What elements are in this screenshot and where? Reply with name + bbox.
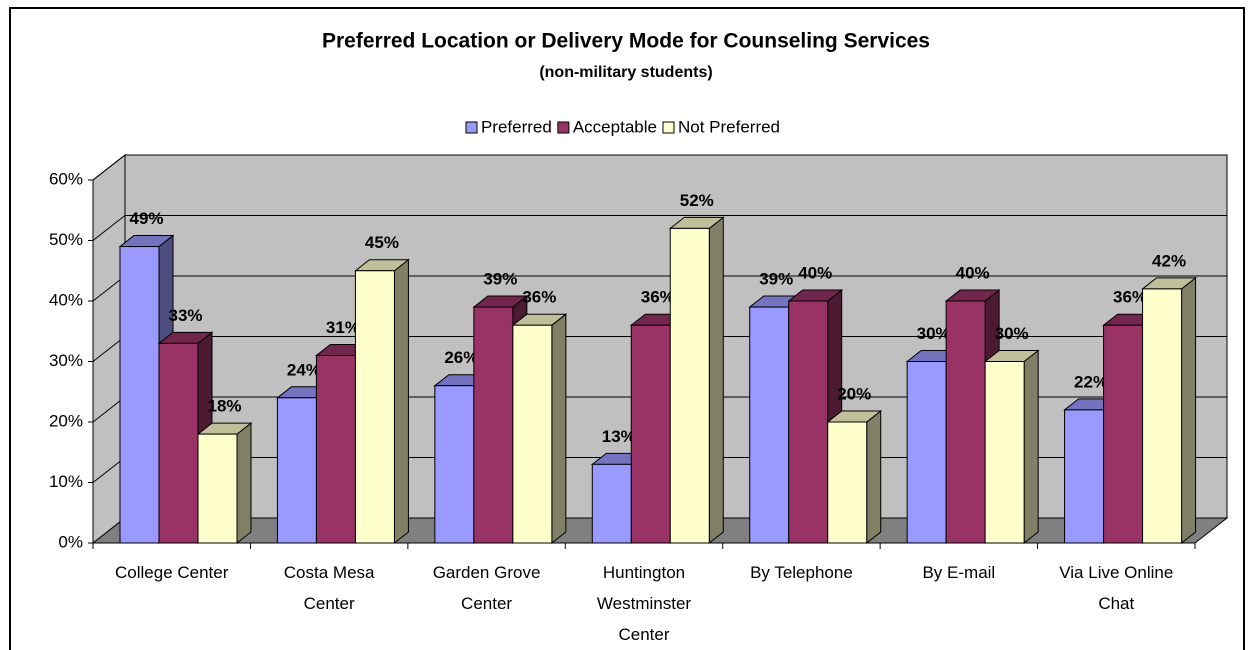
legend-label: Preferred <box>481 117 552 136</box>
bar <box>1103 324 1144 544</box>
bar-side <box>708 216 724 545</box>
bar <box>119 246 160 544</box>
x-tick-label: By E-mail <box>922 563 996 582</box>
bar <box>158 342 199 544</box>
y-tick-label: 30% <box>49 351 83 370</box>
bar <box>354 270 395 544</box>
data-label: 22% <box>1074 372 1108 391</box>
bar-side <box>236 422 252 545</box>
bar <box>276 397 317 544</box>
bar <box>827 421 868 544</box>
bar-side <box>1023 349 1039 545</box>
grid-line <box>92 215 1227 241</box>
bar <box>984 361 1025 544</box>
y-tick-label: 40% <box>49 290 83 309</box>
y-tick-label: 20% <box>49 411 83 430</box>
x-tick-label: Huntington Westminster Center <box>596 563 692 644</box>
data-label: 36% <box>1113 288 1147 307</box>
data-label: 45% <box>365 233 399 252</box>
bar <box>788 300 829 544</box>
bar <box>512 324 553 544</box>
legend-label: Acceptable <box>573 117 657 136</box>
x-tick-label: Garden Grove Center <box>432 563 541 613</box>
data-label: 42% <box>1152 251 1186 270</box>
bar <box>906 361 947 544</box>
legend-swatch <box>465 121 478 134</box>
bar <box>945 300 986 544</box>
bar <box>630 324 671 544</box>
legend-swatch <box>662 121 675 134</box>
data-label: 33% <box>168 306 202 325</box>
data-label: 52% <box>680 191 714 210</box>
y-tick-label: 60% <box>49 169 83 188</box>
legend-swatch <box>557 121 570 134</box>
bar <box>473 306 514 544</box>
data-label: 24% <box>287 360 321 379</box>
data-label: 31% <box>326 318 360 337</box>
bar <box>434 385 475 544</box>
x-tick-label: Via Live Online Chat <box>1059 563 1174 613</box>
bar <box>1064 409 1105 544</box>
y-tick-label: 10% <box>49 472 83 491</box>
legend-label: Not Preferred <box>678 117 780 136</box>
grid-line <box>92 154 1227 181</box>
data-label: 36% <box>522 288 556 307</box>
bar-side <box>551 313 567 545</box>
x-tick-label: By Telephone <box>750 563 853 582</box>
bar <box>591 463 632 544</box>
data-label: 39% <box>483 270 517 289</box>
data-label: 49% <box>129 209 163 228</box>
bar-side <box>393 258 409 545</box>
bar-side <box>866 409 882 545</box>
data-label: 30% <box>917 324 951 343</box>
bar <box>315 354 356 544</box>
bar-side <box>1181 276 1197 545</box>
bar <box>749 306 790 544</box>
chart-subtitle: (non-military students) <box>539 64 712 81</box>
data-label: 36% <box>641 288 675 307</box>
data-label: 18% <box>207 397 241 416</box>
bar <box>669 227 710 544</box>
x-tick-label: College Center <box>115 563 229 582</box>
data-label: 39% <box>759 270 793 289</box>
y-tick-label: 0% <box>58 532 83 551</box>
data-label: 26% <box>444 348 478 367</box>
bar <box>197 433 238 544</box>
data-label: 13% <box>602 427 636 446</box>
bar <box>1142 288 1183 544</box>
x-tick-label: Costa Mesa Center <box>283 563 375 613</box>
chart-title: Preferred Location or Delivery Mode for … <box>322 30 930 53</box>
y-tick-label: 50% <box>49 230 83 249</box>
data-label: 30% <box>995 324 1029 343</box>
data-label: 40% <box>798 263 832 282</box>
data-label: 20% <box>837 384 871 403</box>
data-label: 40% <box>956 263 990 282</box>
